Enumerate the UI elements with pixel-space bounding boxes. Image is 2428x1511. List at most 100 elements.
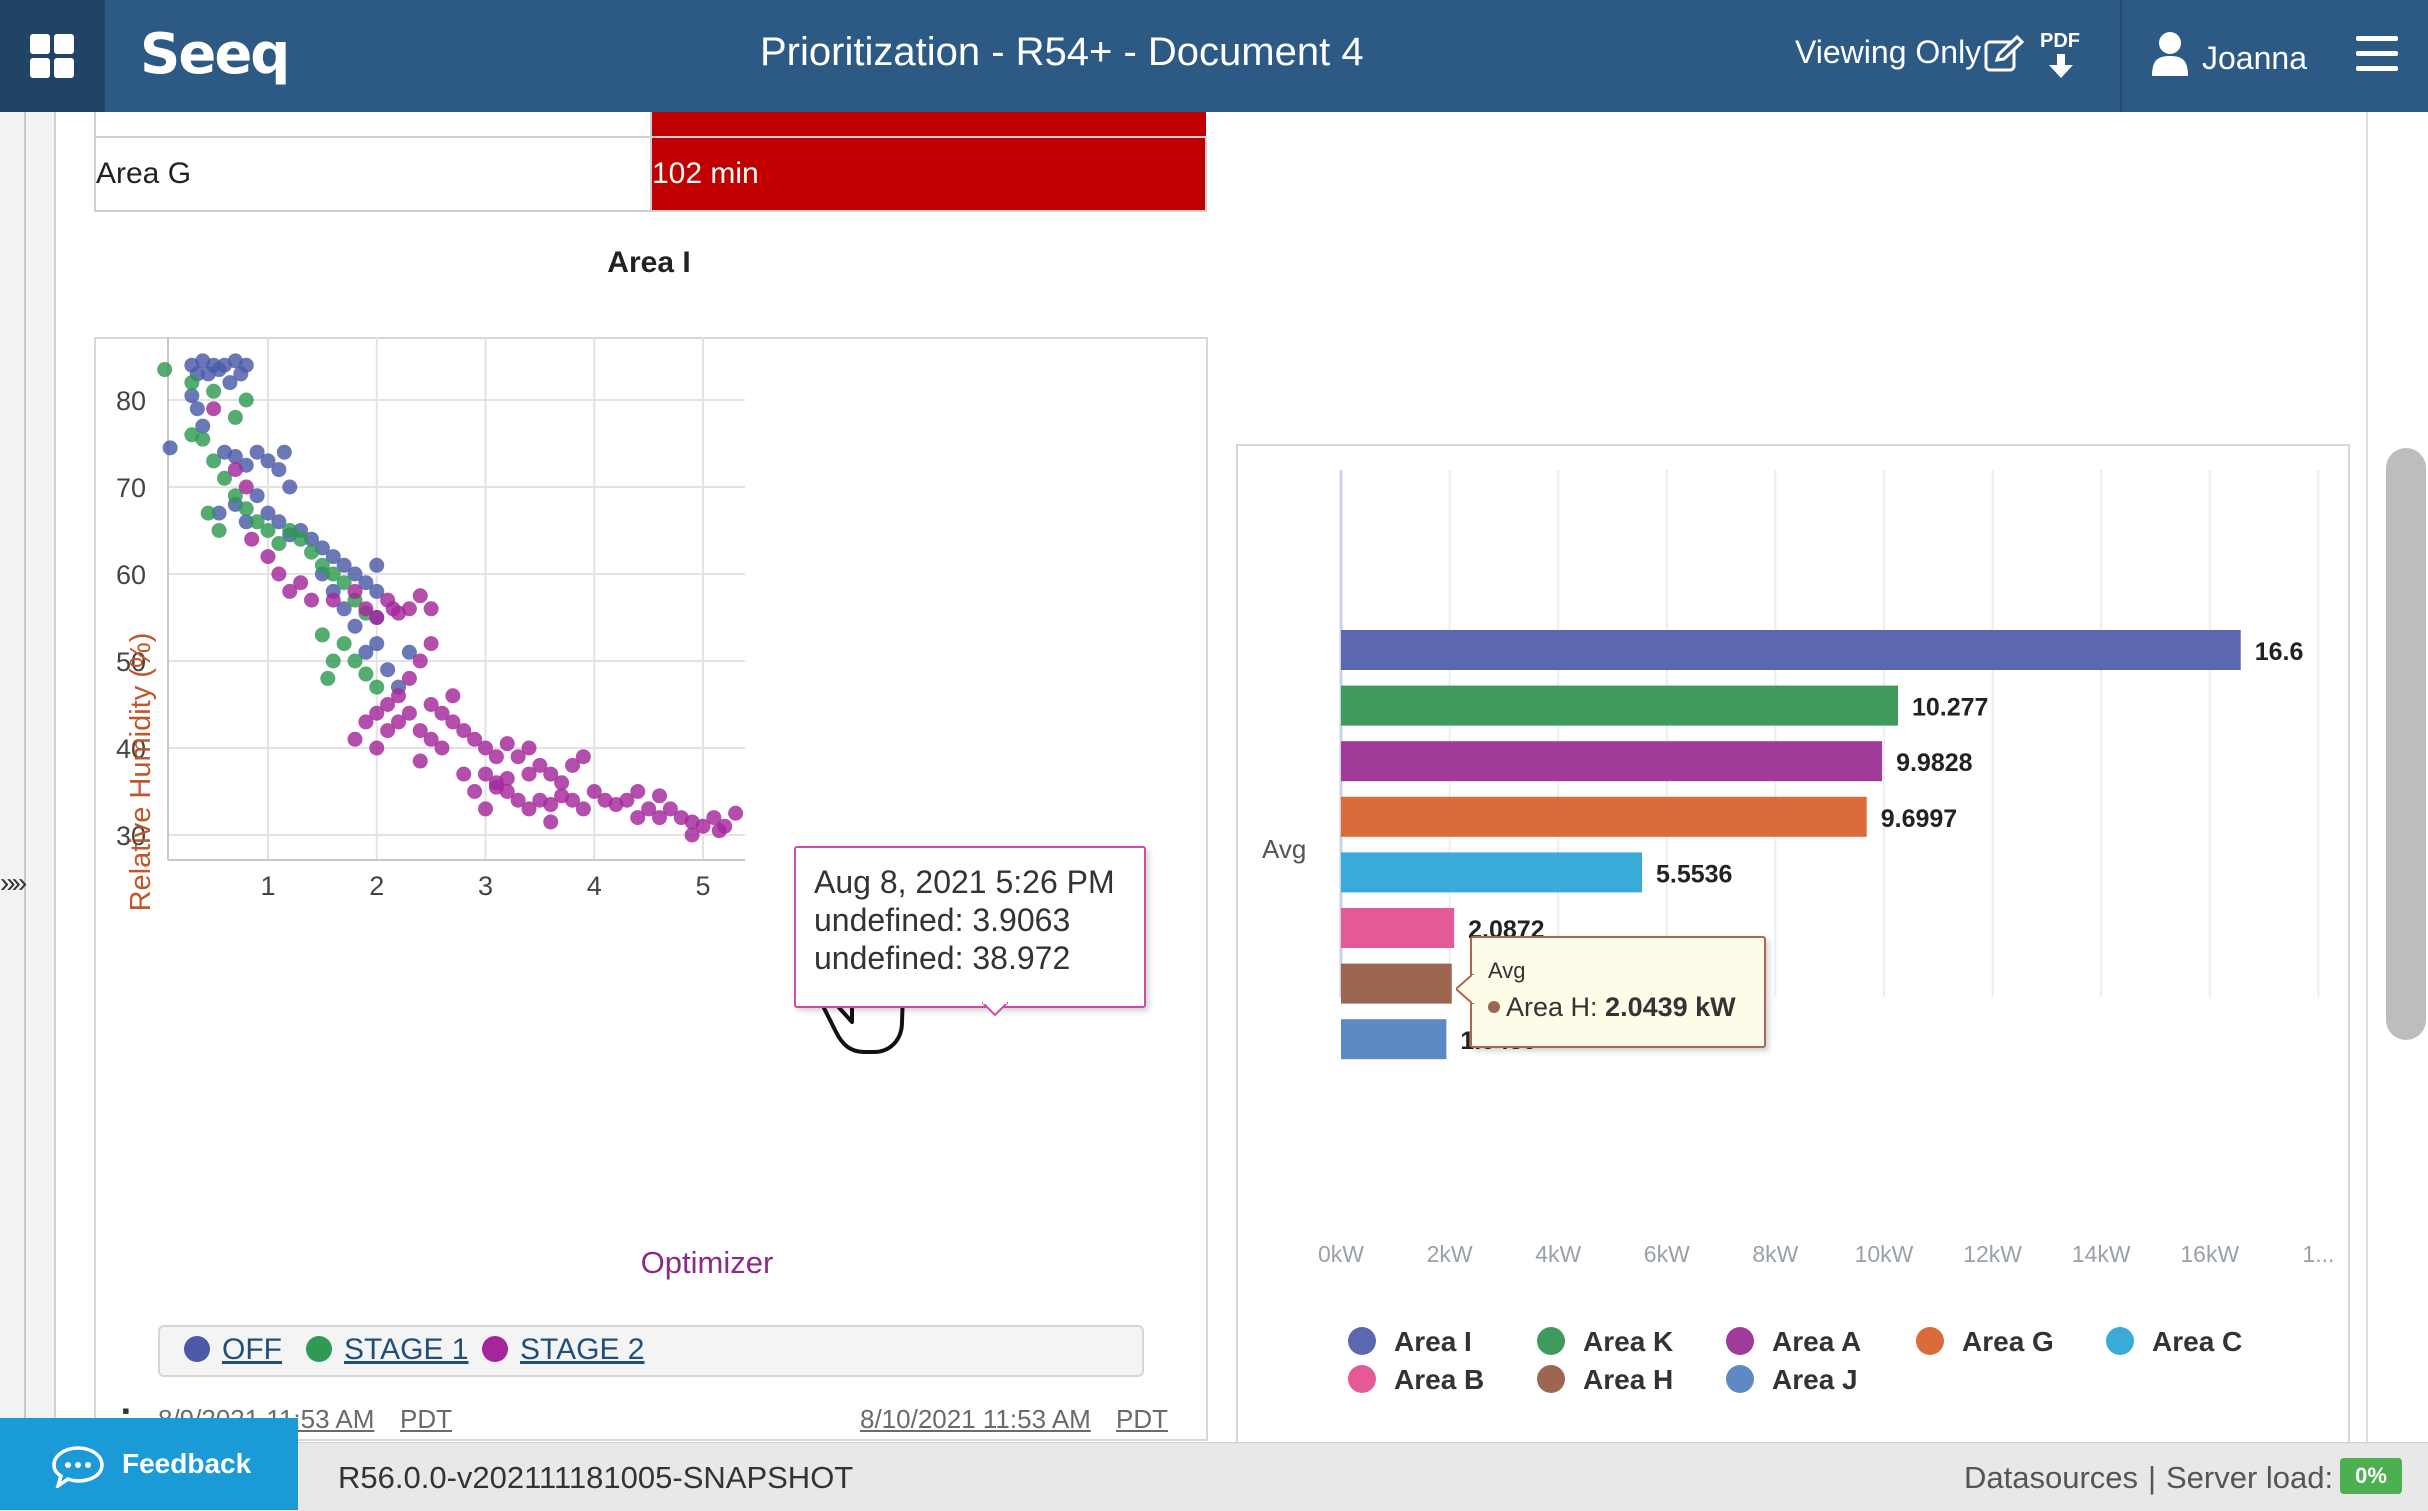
scatter-point[interactable] xyxy=(380,662,396,678)
scatter-point[interactable] xyxy=(260,523,276,538)
scatter-point[interactable] xyxy=(510,749,526,765)
scatter-point[interactable] xyxy=(282,583,298,599)
scatter-point[interactable] xyxy=(662,801,678,817)
scatter-point[interactable] xyxy=(293,531,309,547)
scatter-point[interactable] xyxy=(227,488,243,504)
scatter-point[interactable] xyxy=(369,705,385,721)
feedback-button[interactable]: Feedback xyxy=(0,1418,298,1510)
scatter-point[interactable] xyxy=(369,679,385,695)
scatter-point[interactable] xyxy=(271,462,287,478)
legend-label[interactable]: OFF xyxy=(222,1333,282,1366)
scatter-point[interactable] xyxy=(575,749,591,765)
scatter-point[interactable] xyxy=(238,514,254,530)
legend-item-area-c[interactable]: Area C xyxy=(2106,1326,2242,1358)
scatter-point[interactable] xyxy=(641,801,657,817)
viewing-mode-label[interactable]: Viewing Only xyxy=(1795,34,1982,70)
scatter-point[interactable] xyxy=(184,388,200,404)
scatter-point[interactable] xyxy=(244,531,260,547)
scatter-point[interactable] xyxy=(412,723,428,739)
scatter-point[interactable] xyxy=(652,788,667,804)
scatter-point[interactable] xyxy=(521,740,537,756)
scatter-point[interactable] xyxy=(391,714,406,730)
scatter-point[interactable] xyxy=(401,670,417,686)
legend-item-stage-1[interactable]: STAGE 1 xyxy=(306,1333,468,1367)
scatter-point[interactable] xyxy=(478,801,493,817)
scatter-point[interactable] xyxy=(488,779,504,795)
scatter-point[interactable] xyxy=(347,583,363,599)
legend-item-off[interactable]: OFF xyxy=(184,1333,282,1367)
scatter-point[interactable] xyxy=(423,636,439,652)
edit-icon[interactable] xyxy=(1983,34,2025,76)
scatter-point[interactable] xyxy=(488,749,504,765)
scatter-point[interactable] xyxy=(369,740,385,756)
scatter-point[interactable] xyxy=(478,740,493,756)
scatter-point[interactable] xyxy=(369,583,385,599)
scatter-point[interactable] xyxy=(565,757,580,773)
range-end-timezone[interactable]: PDT xyxy=(1116,1404,1168,1434)
scatter-point[interactable] xyxy=(206,383,222,399)
legend-item-area-i[interactable]: Area I xyxy=(1348,1326,1472,1358)
scatter-point[interactable] xyxy=(706,810,722,826)
scatter-point[interactable] xyxy=(347,566,363,582)
scatter-point[interactable] xyxy=(336,636,352,652)
legend-item-area-j[interactable]: Area J xyxy=(1726,1364,1858,1396)
bar-area-k[interactable] xyxy=(1341,685,1899,726)
scatter-point[interactable] xyxy=(630,810,646,826)
scatter-point[interactable] xyxy=(260,549,276,565)
scatter-point[interactable] xyxy=(184,375,200,391)
scatter-point[interactable] xyxy=(304,592,319,608)
scatter-point[interactable] xyxy=(445,714,461,730)
scatter-point[interactable] xyxy=(325,566,341,582)
scatter-point[interactable] xyxy=(347,618,363,634)
scatter-point[interactable] xyxy=(510,792,526,808)
scatter-point[interactable] xyxy=(543,814,559,830)
scatter-point[interactable] xyxy=(358,575,374,591)
scatter-point[interactable] xyxy=(325,592,341,608)
scatter-point[interactable] xyxy=(532,757,548,773)
user-name[interactable]: Joanna xyxy=(2202,40,2307,76)
scrollbar-thumb[interactable] xyxy=(2386,448,2426,1040)
scatter-point[interactable] xyxy=(249,514,265,530)
legend-item-area-b[interactable]: Area B xyxy=(1348,1364,1484,1396)
user-icon[interactable] xyxy=(2150,30,2190,76)
legend-item-stage-2[interactable]: STAGE 2 xyxy=(482,1333,644,1367)
scatter-point[interactable] xyxy=(162,440,178,456)
scatter-point[interactable] xyxy=(227,449,243,465)
scatter-point[interactable] xyxy=(217,470,232,486)
scatter-point[interactable] xyxy=(358,644,374,660)
scatter-point[interactable] xyxy=(314,557,330,573)
scatter-point[interactable] xyxy=(227,409,243,425)
scatter-point[interactable] xyxy=(200,505,216,521)
pdf-download-button[interactable]: PDF xyxy=(2036,26,2086,82)
scatter-point[interactable] xyxy=(358,601,374,617)
scatter-point[interactable] xyxy=(336,575,352,591)
scatter-point[interactable] xyxy=(499,770,515,786)
scatter-point[interactable] xyxy=(543,766,559,782)
scatter-point[interactable] xyxy=(423,731,439,747)
bar-area-g[interactable] xyxy=(1341,796,1867,837)
scatter-point[interactable] xyxy=(467,731,483,747)
legend-item-area-a[interactable]: Area A xyxy=(1726,1326,1861,1358)
scatter-point[interactable] xyxy=(320,670,336,686)
scatter-point[interactable] xyxy=(401,705,417,721)
datasources-link[interactable]: Datasources xyxy=(1964,1460,2139,1495)
scatter-point[interactable] xyxy=(401,601,417,617)
scatter-point[interactable] xyxy=(271,514,287,530)
scatter-point[interactable] xyxy=(260,505,276,521)
scatter-point[interactable] xyxy=(369,610,385,625)
scatter-point[interactable] xyxy=(412,753,428,769)
scatter-point[interactable] xyxy=(157,362,173,378)
scatter-point[interactable] xyxy=(467,784,483,799)
scatter-point[interactable] xyxy=(711,823,727,839)
scatter-point[interactable] xyxy=(434,705,450,721)
scatter-point[interactable] xyxy=(206,453,222,469)
scatter-point[interactable] xyxy=(401,644,417,660)
scatter-point[interactable] xyxy=(238,479,254,495)
bar-area-i[interactable] xyxy=(1341,630,2241,670)
legend-label[interactable]: STAGE 2 xyxy=(520,1333,645,1366)
scatter-point[interactable] xyxy=(652,810,667,826)
scatter-point[interactable] xyxy=(238,392,254,408)
scatter-point[interactable] xyxy=(728,805,744,821)
scatter-point[interactable] xyxy=(445,688,461,704)
scatter-point[interactable] xyxy=(211,523,227,538)
